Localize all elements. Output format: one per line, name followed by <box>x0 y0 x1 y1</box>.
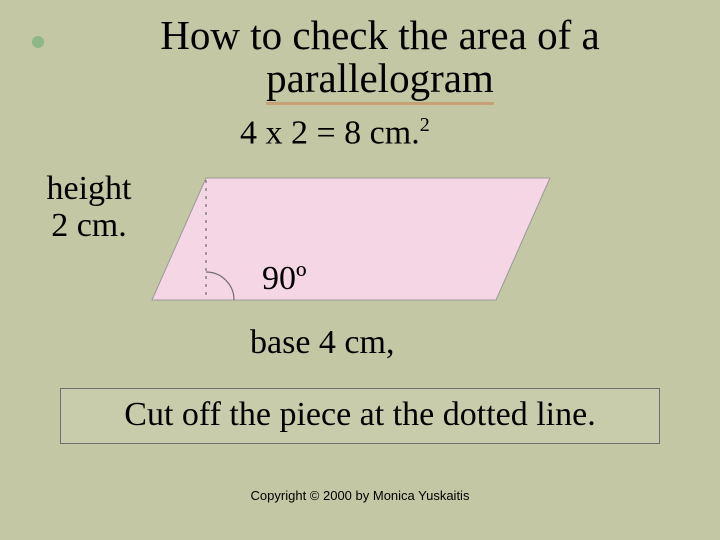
angle-label: 90º <box>262 260 307 298</box>
parallelogram-diagram <box>146 166 566 316</box>
instruction-box: Cut off the piece at the dotted line. <box>60 388 660 444</box>
height-label: height 2 cm. <box>34 170 144 245</box>
height-line-1: height <box>34 170 144 207</box>
copyright-text: Copyright © 2000 by Monica Yuskaitis <box>0 488 720 503</box>
title-line-1: How to check the area of a <box>100 14 660 57</box>
bullet-icon <box>32 36 44 48</box>
base-label: base 4 cm, <box>250 324 394 362</box>
area-equation: 4 x 2 = 8 cm.2 <box>240 114 430 152</box>
title-line-2: parallelogram <box>266 57 494 105</box>
slide-title: How to check the area of a parallelogram <box>100 14 660 105</box>
equation-exponent: 2 <box>420 114 430 136</box>
slide: How to check the area of a parallelogram… <box>0 0 720 540</box>
equation-main: 4 x 2 = 8 cm. <box>240 114 420 151</box>
height-line-2: 2 cm. <box>34 207 144 244</box>
parallelogram-shape <box>152 178 550 300</box>
instruction-text: Cut off the piece at the dotted line. <box>124 396 595 433</box>
